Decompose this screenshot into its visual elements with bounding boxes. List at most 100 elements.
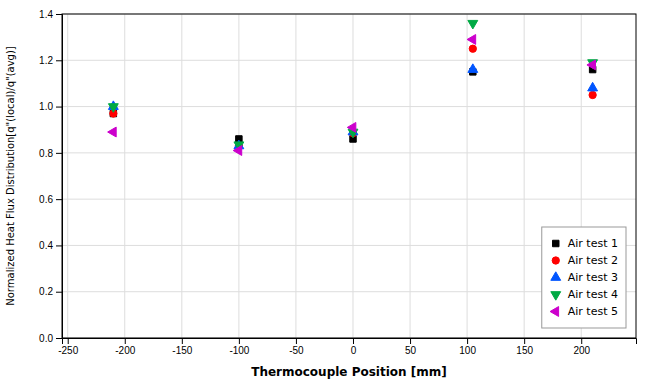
grid-line-x xyxy=(295,14,296,338)
x-domain xyxy=(63,339,637,345)
y-tick-mark xyxy=(56,107,62,108)
x-tick-label: -100 xyxy=(229,345,249,356)
x-tick-mark xyxy=(125,338,126,344)
legend-label: Air test 5 xyxy=(568,305,618,318)
point xyxy=(589,91,596,98)
grid-line-x xyxy=(124,14,125,338)
legend-item: Air test 3 xyxy=(551,271,618,284)
point xyxy=(469,45,476,52)
legend-symbol xyxy=(551,272,561,281)
grid-line-x xyxy=(410,14,411,338)
x-tick-mark xyxy=(182,338,183,344)
y-tick-label: 0.4 xyxy=(39,240,53,251)
x-tick: 100 xyxy=(459,338,476,356)
x-tick-label: -200 xyxy=(115,345,135,356)
series xyxy=(108,64,597,149)
point xyxy=(108,104,118,113)
grid-line-x xyxy=(352,14,353,338)
y-axis: 0.0 0.2 0.4 0.6 0.8 1.0 1.2 1.4 xyxy=(39,9,62,344)
x-tick-label: 50 xyxy=(405,345,417,356)
grid-line-x xyxy=(467,14,468,338)
y-domain xyxy=(56,15,63,339)
y-tick-mark xyxy=(56,245,62,246)
series xyxy=(110,45,597,150)
legend-item: Air test 2 xyxy=(552,254,618,267)
x-tick-label: -150 xyxy=(172,345,192,356)
x-tick: 200 xyxy=(573,338,590,356)
point xyxy=(108,127,117,137)
y-tick-label: 0.6 xyxy=(39,194,53,205)
plot-frame xyxy=(62,14,636,338)
plot: -250 -200 -150 -100 -50 0 50 100 150 200 0.0 0.2 0.4… xyxy=(39,9,636,356)
x-tick-label: 0 xyxy=(351,345,357,356)
y-tick: 0.6 xyxy=(39,194,62,205)
points xyxy=(108,20,598,155)
legend-symbol xyxy=(552,257,559,264)
x-tick-label: -250 xyxy=(58,345,78,356)
grid xyxy=(62,14,636,338)
point xyxy=(588,82,598,91)
x-tick-mark xyxy=(524,338,525,344)
series xyxy=(108,35,596,156)
x-tick: 150 xyxy=(516,338,533,356)
y-axis-title: Normalized Heat Flux Distribution[q"(loc… xyxy=(5,46,16,306)
y-tick: 1.2 xyxy=(39,55,62,66)
legend-symbol xyxy=(551,292,561,301)
y-tick: 0.8 xyxy=(39,148,62,159)
legend-item: Air test 1 xyxy=(553,237,618,250)
legend-item: Air test 5 xyxy=(550,305,618,318)
x-tick-mark xyxy=(581,338,582,344)
x-tick-label: 150 xyxy=(516,345,533,356)
x-tick: -100 xyxy=(229,338,249,356)
y-tick: 1.4 xyxy=(39,9,62,20)
point xyxy=(468,20,478,29)
legend-item: Air test 4 xyxy=(551,288,618,301)
point xyxy=(347,122,356,132)
legend-label: Air test 1 xyxy=(568,237,618,250)
x-tick-label: 200 xyxy=(573,345,590,356)
y-tick-mark xyxy=(56,199,62,200)
grid-line-y xyxy=(62,106,636,107)
x-tick-mark xyxy=(68,338,69,344)
y-tick-mark xyxy=(56,338,62,339)
series xyxy=(108,20,597,150)
point xyxy=(233,146,242,156)
series xyxy=(110,66,596,142)
x-tick-mark xyxy=(410,338,411,344)
y-tick-label: 0.8 xyxy=(39,148,53,159)
grid-line-y xyxy=(62,199,636,200)
x-tick-label: -50 xyxy=(289,345,304,356)
legend-symbol xyxy=(550,307,559,317)
chart: -250 -200 -150 -100 -50 0 50 100 150 200 0.0 0.2 0.4… xyxy=(0,0,656,384)
x-tick: 50 xyxy=(405,338,417,356)
x-tick-mark xyxy=(353,338,354,344)
grid-line-x xyxy=(181,14,182,338)
y-tick-label: 0.2 xyxy=(39,286,53,297)
grid-line-x xyxy=(524,14,525,338)
point xyxy=(587,60,596,70)
y-tick-label: 1.2 xyxy=(39,55,53,66)
y-tick-mark xyxy=(56,60,62,61)
y-tick: 1.0 xyxy=(39,101,62,112)
legend-frame xyxy=(542,227,626,328)
x-axis-title: Thermocouple Position [mm] xyxy=(251,365,447,379)
y-tick-mark xyxy=(56,292,62,293)
legend-symbol xyxy=(553,240,559,246)
y-tick: 0.4 xyxy=(39,240,62,251)
legend: Air test 1 Air test 2 Air test 3 Air test 4… xyxy=(542,227,626,328)
x-tick-label: 100 xyxy=(459,345,476,356)
legend-label: Air test 3 xyxy=(568,271,618,284)
y-tick: 0.0 xyxy=(39,333,62,344)
x-tick-mark xyxy=(239,338,240,344)
point xyxy=(467,35,476,45)
x-tick: 0 xyxy=(351,338,357,356)
point xyxy=(468,64,478,73)
x-tick: -200 xyxy=(115,338,135,356)
grid-line-y xyxy=(62,152,636,153)
legend-label: Air test 4 xyxy=(568,288,618,301)
legend-label: Air test 2 xyxy=(568,254,618,267)
x-tick: -50 xyxy=(289,338,304,356)
grid-line-x xyxy=(67,14,68,338)
y-tick: 0.2 xyxy=(39,286,62,297)
x-axis: -250 -200 -150 -100 -50 0 50 100 150 200 xyxy=(58,338,636,356)
